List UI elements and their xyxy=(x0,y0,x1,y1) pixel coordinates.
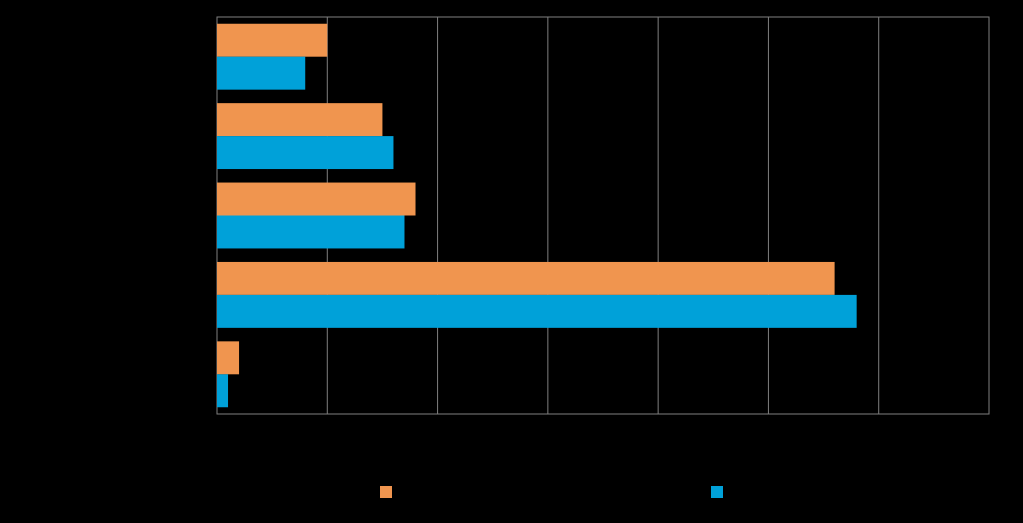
legend-swatch xyxy=(711,486,723,498)
bar xyxy=(217,294,857,328)
bar xyxy=(217,103,383,137)
bar xyxy=(217,261,835,295)
bar xyxy=(217,341,240,375)
bar xyxy=(217,56,306,90)
bar xyxy=(217,374,229,408)
legend-swatch xyxy=(380,486,392,498)
bar xyxy=(217,23,328,57)
bar xyxy=(217,215,405,249)
bar xyxy=(217,182,416,216)
bar xyxy=(217,136,394,170)
